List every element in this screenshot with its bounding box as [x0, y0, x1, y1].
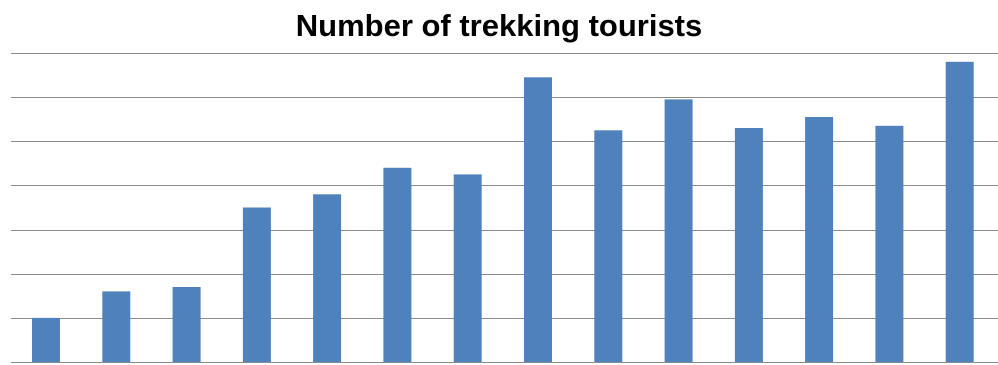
chart-title: Number of trekking tourists — [295, 8, 703, 43]
bar-4 — [242, 207, 271, 362]
bar-12 — [805, 117, 834, 362]
bar-1 — [32, 317, 60, 362]
bar-5 — [313, 194, 342, 362]
bar-2 — [102, 291, 131, 362]
bar-8 — [524, 77, 552, 363]
bar-9 — [594, 130, 623, 363]
bar-10 — [664, 99, 693, 363]
bar-11 — [734, 128, 763, 362]
bar-6 — [383, 167, 412, 362]
bar-13 — [875, 125, 904, 362]
bar-14 — [945, 61, 974, 363]
bar-3 — [172, 287, 201, 362]
bar-7 — [453, 174, 482, 362]
